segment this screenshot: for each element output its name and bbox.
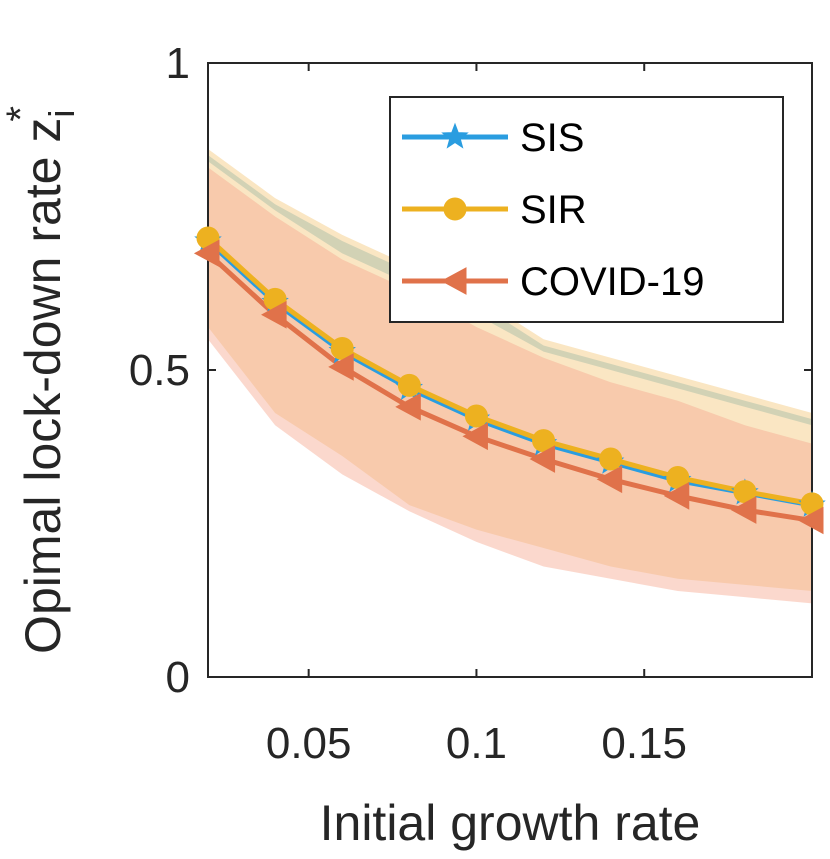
legend-item-sis: SIS xyxy=(402,116,584,160)
series-markers xyxy=(193,226,826,535)
point-covid-19 xyxy=(529,445,556,473)
band-sir xyxy=(208,148,812,592)
y-tick-label: 0.5 xyxy=(129,346,190,395)
point-covid-19 xyxy=(663,482,690,510)
point-covid-19 xyxy=(328,353,354,381)
point-sir xyxy=(397,373,421,397)
point-covid-19 xyxy=(797,506,824,535)
axis-ticks: 0.05 0.1 0.15 0 0.5 1 xyxy=(129,39,812,768)
svg-text:Opimal lock-down rate zi*: Opimal lock-down rate zi* xyxy=(0,106,82,654)
y-axis-label-subscript: i xyxy=(41,110,82,118)
x-tick-label: 0.05 xyxy=(266,719,352,768)
point-covid-19 xyxy=(730,496,757,524)
legend-label-sis: SIS xyxy=(520,116,584,160)
point-covid-19 xyxy=(395,393,421,421)
legend-label-covid-19: COVID-19 xyxy=(520,260,705,304)
point-sir xyxy=(599,447,623,471)
series-lines xyxy=(206,236,813,523)
point-covid-19 xyxy=(596,465,623,494)
line-covid-19 xyxy=(206,251,813,523)
band-covid-19 xyxy=(208,167,812,604)
legend-marker-covid-19 xyxy=(440,267,467,295)
line-sir xyxy=(206,236,813,507)
point-covid-19 xyxy=(462,422,488,451)
y-tick-label: 1 xyxy=(166,39,190,88)
x-axis-label: Initial growth rate xyxy=(320,795,701,851)
legend-item-sir: SIR xyxy=(402,188,587,232)
legend-items: SIS SIR COVID-19 xyxy=(402,116,705,304)
point-covid-19 xyxy=(193,239,220,268)
point-covid-19 xyxy=(261,300,287,329)
x-tick-label: 0.15 xyxy=(601,719,687,768)
legend-marker-sir xyxy=(443,197,467,221)
y-axis-label-superscript: * xyxy=(0,106,43,122)
confidence-bands xyxy=(208,148,812,604)
point-sir xyxy=(464,404,488,428)
x-tick-label: 0.1 xyxy=(446,719,507,768)
y-axis-label: Opimal lock-down rate z xyxy=(15,118,71,654)
legend: SIS SIR COVID-19 xyxy=(389,96,784,323)
legend-marker-sis xyxy=(441,122,469,149)
legend-item-covid-19: COVID-19 xyxy=(402,260,705,304)
y-tick-label: 0 xyxy=(166,653,190,702)
y-axis-label-group: Opimal lock-down rate zi* xyxy=(0,106,82,654)
legend-label-sir: SIR xyxy=(520,188,587,232)
